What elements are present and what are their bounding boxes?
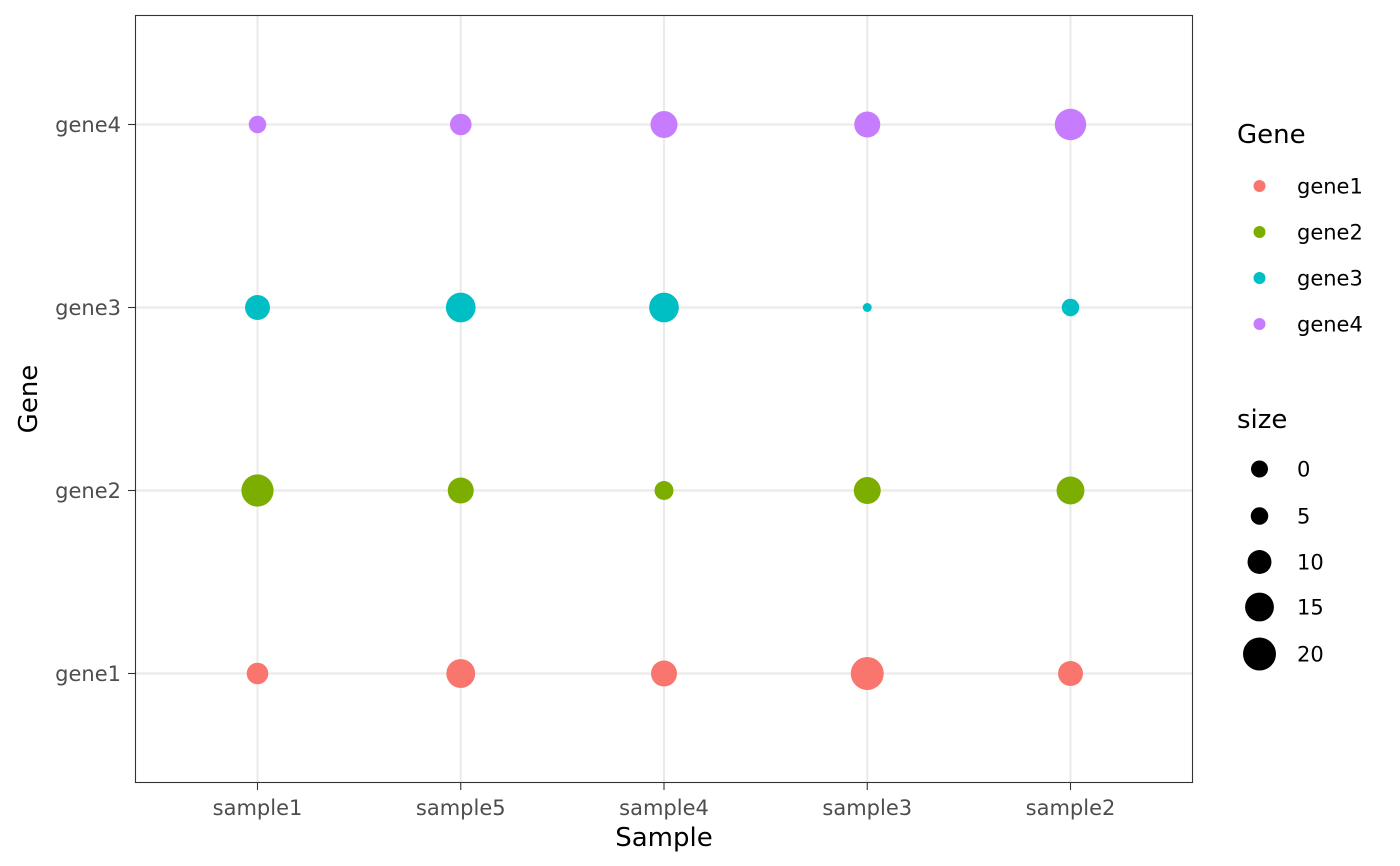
x-tick-label: sample1 xyxy=(213,796,303,820)
data-point xyxy=(1061,298,1080,317)
size-legend-key xyxy=(1243,637,1276,671)
data-point xyxy=(446,659,476,688)
data-point xyxy=(445,292,476,323)
color-legend-label: gene4 xyxy=(1297,313,1363,337)
y-axis: gene1 gene2 gene3 gene4 xyxy=(55,113,135,686)
y-axis-title: Gene xyxy=(14,365,44,434)
data-points xyxy=(241,108,1087,690)
data-point xyxy=(650,660,678,687)
size-legend-label: 20 xyxy=(1297,643,1324,667)
data-point xyxy=(246,662,269,685)
size-legend-label: 10 xyxy=(1297,551,1324,575)
x-axis: sample1 sample5 sample4 sample3 sample2 xyxy=(213,783,1116,820)
data-point xyxy=(449,113,472,136)
size-legend-label: 5 xyxy=(1297,505,1310,529)
x-tick-label: sample5 xyxy=(416,796,506,820)
color-legend-key xyxy=(1253,272,1266,284)
size-legend-key xyxy=(1245,592,1274,622)
data-point xyxy=(1054,108,1087,141)
data-point xyxy=(248,115,267,134)
size-legend-label: 0 xyxy=(1297,458,1310,482)
color-legend-key xyxy=(1253,318,1266,330)
y-tick-label: gene3 xyxy=(55,296,121,320)
x-tick-label: sample4 xyxy=(619,796,709,820)
data-point xyxy=(862,303,872,312)
data-point xyxy=(654,481,674,500)
color-legend-key xyxy=(1253,226,1266,238)
x-tick-label: sample3 xyxy=(822,796,912,820)
x-axis-title: Sample xyxy=(615,823,713,853)
y-tick-label: gene1 xyxy=(55,662,121,686)
data-point xyxy=(853,477,881,504)
x-tick-label: sample2 xyxy=(1026,796,1116,820)
size-legend-key xyxy=(1251,460,1268,478)
data-point xyxy=(650,111,678,138)
color-legend-label: gene1 xyxy=(1297,175,1363,199)
data-point xyxy=(245,295,270,320)
size-legend: size 0 5 10 15 20 xyxy=(1237,405,1324,671)
plot-panel-border xyxy=(134,14,1194,784)
data-point xyxy=(850,657,884,690)
size-legend-label: 15 xyxy=(1297,596,1324,620)
color-legend-title: Gene xyxy=(1237,120,1306,150)
color-legend-key xyxy=(1253,180,1266,192)
data-point xyxy=(649,292,679,323)
y-tick-label: gene4 xyxy=(55,113,121,137)
data-point xyxy=(1056,476,1085,505)
data-point xyxy=(854,111,881,138)
size-legend-key xyxy=(1247,550,1272,574)
data-point xyxy=(241,474,274,507)
size-legend-key xyxy=(1250,507,1269,525)
color-legend: Gene gene1 gene2 gene3 gene4 xyxy=(1237,120,1363,337)
color-legend-label: gene3 xyxy=(1297,267,1363,291)
size-legend-title: size xyxy=(1237,405,1287,435)
color-legend-label: gene2 xyxy=(1297,221,1363,245)
data-point xyxy=(1058,661,1083,686)
y-tick-label: gene2 xyxy=(55,479,121,503)
data-point xyxy=(447,477,474,504)
